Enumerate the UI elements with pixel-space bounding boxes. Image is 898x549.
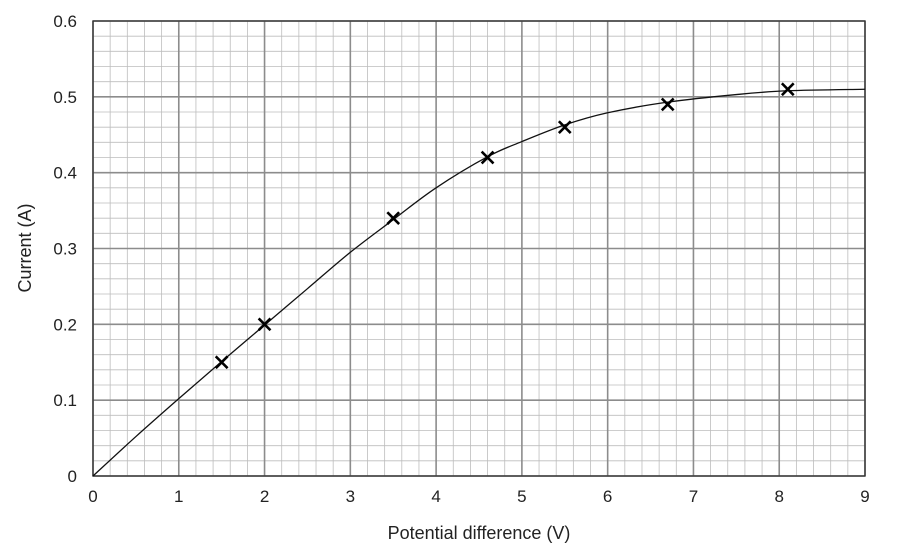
data-point-cross — [660, 97, 675, 112]
x-tick-label: 4 — [431, 487, 440, 506]
cross-stroke — [480, 150, 495, 165]
cross-stroke — [386, 211, 401, 226]
data-point-cross — [386, 211, 401, 226]
x-tick-label: 2 — [260, 487, 269, 506]
y-tick-label: 0.3 — [53, 240, 77, 259]
y-axis-tick-labels: 0 0.1 0.2 0.3 0.4 0.5 0.6 — [53, 12, 77, 486]
x-tick-label: 8 — [774, 487, 783, 506]
data-point-cross — [214, 355, 229, 370]
y-tick-label: 0.2 — [53, 315, 77, 334]
y-tick-label: 0.4 — [53, 164, 77, 183]
data-point-cross — [557, 120, 572, 135]
y-tick-label: 0 — [68, 467, 77, 486]
x-tick-label: 7 — [689, 487, 698, 506]
cross-stroke — [557, 120, 572, 135]
data-point-cross — [257, 317, 272, 332]
plot-border — [92, 20, 866, 477]
x-tick-label: 1 — [174, 487, 183, 506]
x-tick-label: 3 — [346, 487, 355, 506]
y-axis-title: Current (A) — [15, 203, 35, 292]
data-point-cross — [780, 82, 795, 97]
cross-stroke — [214, 355, 229, 370]
cross-stroke — [660, 97, 675, 112]
y-tick-label: 0.6 — [53, 12, 77, 31]
x-tick-label: 0 — [88, 487, 97, 506]
data-point-cross — [480, 150, 495, 165]
x-tick-label: 9 — [860, 487, 869, 506]
x-axis-tick-labels: 0 1 2 3 4 5 6 7 8 9 — [88, 487, 869, 506]
plot-frame — [92, 20, 866, 477]
x-axis-title: Potential difference (V) — [388, 523, 571, 543]
best-fit-curve — [92, 88, 866, 477]
major-gridlines — [92, 20, 866, 477]
data-points-layer — [214, 82, 795, 370]
cross-stroke — [780, 82, 795, 97]
x-tick-label: 5 — [517, 487, 526, 506]
x-tick-label: 6 — [603, 487, 612, 506]
cross-stroke — [257, 317, 272, 332]
y-tick-label: 0.5 — [53, 88, 77, 107]
y-tick-label: 0.1 — [53, 391, 77, 410]
best-fit-curve-layer — [92, 88, 866, 477]
